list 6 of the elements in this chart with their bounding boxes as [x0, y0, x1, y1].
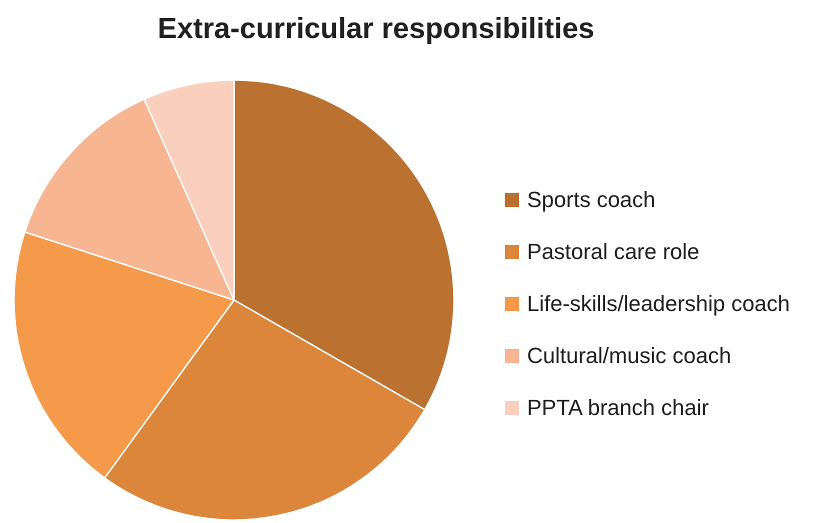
legend-label: PPTA branch chair: [527, 394, 709, 420]
chart-title: Extra-curricular responsibilities: [158, 13, 594, 45]
legend-label: Pastoral care role: [527, 238, 700, 264]
legend-label: Cultural/music coach: [527, 342, 732, 368]
legend-label: Sports coach: [527, 186, 656, 212]
legend-label: Life-skills/leadership coach: [527, 290, 790, 316]
